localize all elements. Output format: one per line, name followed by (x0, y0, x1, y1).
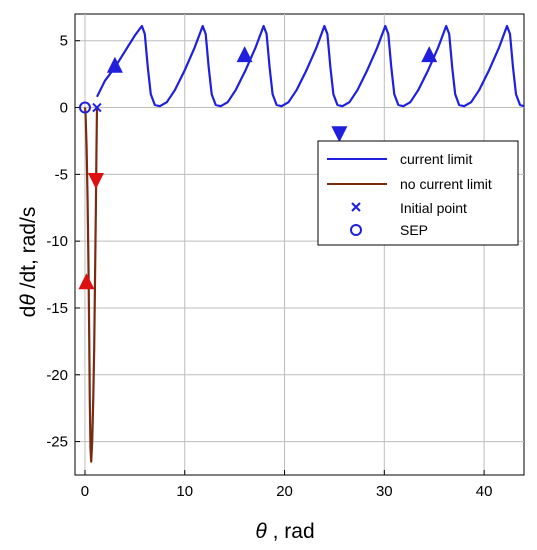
y-axis-label: dθ /dt, rad/s (17, 207, 40, 318)
direction-arrow-current-limit (421, 46, 438, 63)
y-axis-prefix: d (17, 306, 40, 318)
x-tick-label: 10 (176, 483, 193, 500)
legend-marker-initial-point (351, 202, 361, 212)
series-layer (78, 24, 525, 463)
y-tick-label: -10 (46, 233, 68, 250)
series-line-no-current-limit (83, 107, 99, 463)
y-tick-label: 0 (60, 100, 68, 117)
x-axis-label: θ , rad (255, 520, 314, 543)
y-tick-label: -15 (46, 300, 68, 317)
marker-layer (78, 101, 102, 114)
x-tick-label: 30 (376, 483, 393, 500)
direction-arrow-no-current-limit (78, 273, 95, 290)
direction-arrow-current-limit (236, 46, 253, 63)
direction-arrow-no-current-limit (87, 173, 104, 190)
y-tick-label: -20 (46, 367, 68, 384)
direction-arrow-current-limit (331, 126, 348, 143)
legend-label-sep: SEP (400, 222, 428, 238)
x-tick-label: 0 (81, 483, 89, 500)
y-tick-label: -5 (55, 166, 68, 183)
x-tick-label: 40 (476, 483, 493, 500)
y-tick-label: -25 (46, 434, 68, 451)
legend-label-current-limit: current limit (400, 151, 472, 167)
x-axis-unit: , rad (267, 520, 315, 543)
y-axis-unit: /dt, rad/s (17, 207, 40, 295)
y-axis-symbol: θ (17, 294, 40, 306)
series-line-current-limit (96, 24, 525, 108)
initial-point-stroke (92, 102, 102, 113)
legend-marker-sep (350, 224, 362, 236)
y-tick-label: 5 (60, 33, 68, 50)
initial-point-marker (92, 102, 102, 113)
legend: current limit no current limit Initial p… (317, 140, 519, 246)
legend-label-initial-point: Initial point (400, 200, 467, 216)
direction-arrow-current-limit (106, 56, 123, 73)
sep-marker (78, 101, 91, 114)
x-axis-symbol: θ (255, 520, 267, 543)
legend-label-no-current-limit: no current limit (400, 176, 492, 192)
x-tick-label: 20 (276, 483, 293, 500)
